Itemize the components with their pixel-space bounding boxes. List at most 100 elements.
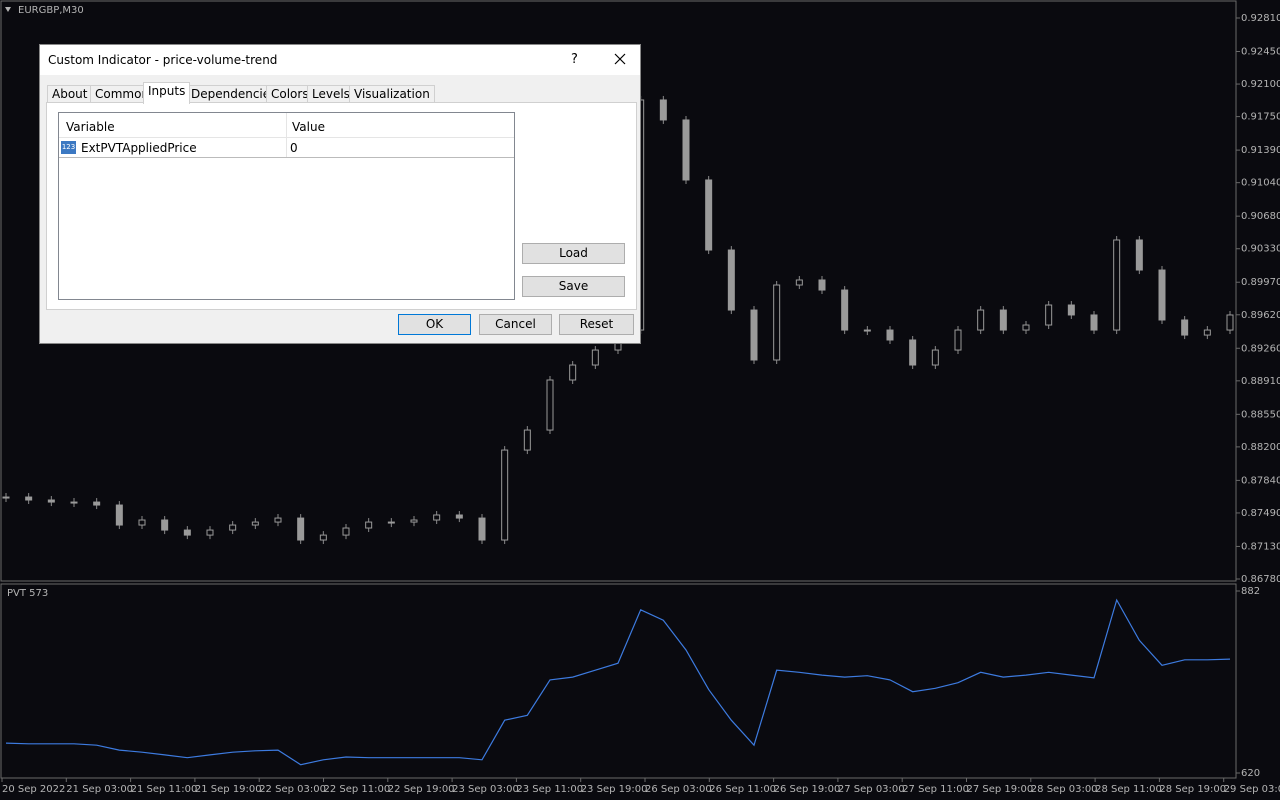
- tab[interactable]: About: [47, 85, 93, 103]
- candle: [47, 499, 55, 503]
- candle: [750, 309, 758, 361]
- x-tick-label: 28 Sep 19:00: [1159, 784, 1226, 795]
- x-tick-label: 22 Sep 11:00: [324, 784, 391, 795]
- x-tick-label: 28 Sep 11:00: [1095, 784, 1162, 795]
- tab[interactable]: Colors: [266, 85, 314, 103]
- ok-button[interactable]: OK: [398, 314, 471, 335]
- candle: [25, 496, 33, 501]
- candle: [1181, 319, 1189, 336]
- candle: [682, 119, 690, 181]
- y-tick-label: 0.90680: [1241, 211, 1280, 222]
- x-tick-label: 22 Sep 03:00: [259, 784, 326, 795]
- y-tick-label: 882: [1241, 586, 1260, 597]
- x-tick-label: 23 Sep 03:00: [452, 784, 519, 795]
- type-icon: 123: [61, 141, 76, 154]
- candle: [297, 517, 305, 541]
- reset-button[interactable]: Reset: [559, 314, 634, 335]
- candle: [251, 521, 259, 526]
- y-tick-label: 0.91750: [1241, 112, 1280, 123]
- candle: [138, 519, 146, 526]
- cancel-button[interactable]: Cancel: [479, 314, 552, 335]
- value-cell[interactable]: 0: [290, 141, 298, 155]
- indicator-frame: [0, 583, 1237, 779]
- symbol-label: EURGBP,M30: [18, 5, 84, 16]
- candle: [523, 429, 531, 451]
- candle: [115, 504, 123, 526]
- pvt-line: [5, 598, 1231, 766]
- candle: [342, 527, 350, 536]
- candle: [319, 534, 327, 541]
- close-button[interactable]: [614, 53, 626, 65]
- help-button[interactable]: ?: [571, 52, 578, 67]
- x-tick-label: 22 Sep 19:00: [388, 784, 455, 795]
- title-bar: Custom Indicator - price-volume-trend ?: [40, 45, 640, 75]
- y-tick-label: 0.88550: [1241, 409, 1280, 420]
- candle: [1090, 314, 1098, 331]
- x-tick-label: 21 Sep 03:00: [66, 784, 133, 795]
- x-tick-label: 28 Sep 03:00: [1031, 784, 1098, 795]
- menu-arrow[interactable]: [5, 7, 11, 12]
- candle: [773, 284, 781, 361]
- y-tick-label: 0.90330: [1241, 244, 1280, 255]
- save-button[interactable]: Save: [522, 276, 625, 297]
- candle: [206, 529, 214, 536]
- header-cell: Variable: [66, 120, 115, 134]
- x-tick-label: 26 Sep 03:00: [645, 784, 712, 795]
- tab[interactable]: Levels: [307, 85, 355, 103]
- tab[interactable]: Inputs: [143, 82, 191, 104]
- candle: [387, 521, 395, 524]
- header-cell: Value: [292, 120, 325, 134]
- x-tick-label: 23 Sep 19:00: [581, 784, 648, 795]
- candle: [93, 501, 101, 506]
- y-tick-label: 0.88910: [1241, 376, 1280, 387]
- x-tick-label: 27 Sep 03:00: [838, 784, 905, 795]
- candle: [1226, 314, 1234, 331]
- dialog: Custom Indicator - price-volume-trend ? …: [39, 44, 641, 344]
- candle: [410, 519, 418, 523]
- candle: [569, 364, 577, 381]
- candle: [1135, 239, 1143, 271]
- candle: [705, 179, 713, 251]
- candle: [1203, 329, 1211, 336]
- tab[interactable]: Dependencies: [186, 85, 282, 103]
- tab[interactable]: Visualization: [349, 85, 435, 103]
- load-button[interactable]: Load: [522, 243, 625, 264]
- dialog-title: Custom Indicator - price-volume-trend: [48, 53, 278, 67]
- variable-cell[interactable]: ExtPVTAppliedPrice: [81, 141, 197, 155]
- candle: [999, 309, 1007, 331]
- candle: [977, 309, 985, 331]
- candle: [1113, 239, 1121, 331]
- y-tick-label: 0.92450: [1241, 46, 1280, 57]
- x-tick-label: 21 Sep 19:00: [195, 784, 262, 795]
- y-tick-label: 0.88200: [1241, 442, 1280, 453]
- y-tick-label: 0.89620: [1241, 310, 1280, 321]
- candle: [818, 279, 826, 291]
- candle: [931, 349, 939, 366]
- candle: [954, 329, 962, 351]
- candle: [591, 349, 599, 366]
- candle: [1158, 269, 1166, 321]
- price-frame: [0, 0, 1237, 582]
- candle: [274, 517, 282, 523]
- candle: [229, 524, 237, 531]
- candle: [863, 329, 871, 332]
- y-tick-label: 0.91390: [1241, 145, 1280, 156]
- candle: [886, 329, 894, 341]
- candle: [70, 501, 78, 504]
- candle: [455, 514, 463, 519]
- y-tick-label: 0.87840: [1241, 475, 1280, 486]
- tab[interactable]: Common: [90, 85, 155, 103]
- x-tick-label: 27 Sep 19:00: [967, 784, 1034, 795]
- candle: [795, 279, 803, 286]
- y-tick-label: 620: [1241, 768, 1260, 779]
- y-tick-label: 0.86780: [1241, 574, 1280, 585]
- x-tick-label: 20 Sep 2022: [2, 784, 65, 795]
- x-tick-label: 29 Sep 03:00: [1224, 784, 1280, 795]
- candle: [909, 339, 917, 366]
- candle: [727, 249, 735, 311]
- y-tick-label: 0.92810: [1241, 13, 1280, 24]
- inputs-table: Variable Value 123 ExtPVTAppliedPrice 0: [58, 112, 515, 300]
- y-tick-label: 0.87490: [1241, 508, 1280, 519]
- candle: [478, 517, 486, 541]
